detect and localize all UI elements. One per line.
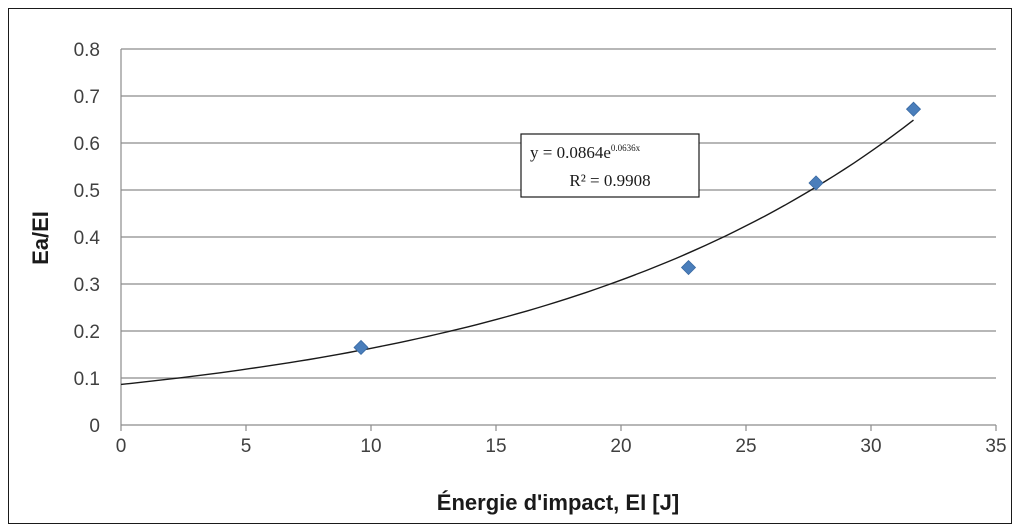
y-tick-label: 0.1 <box>74 369 100 390</box>
trendline-equation-box: y = 0.0864e0.0636x R² = 0.9908 <box>520 133 700 198</box>
y-tick-label: 0.3 <box>74 275 100 296</box>
y-tick-labels: 0 0.1 0.2 0.3 0.4 0.5 0.6 0.7 0.8 <box>74 40 101 437</box>
data-points <box>353 101 922 356</box>
x-tick-label: 15 <box>485 436 506 457</box>
x-tick-label: 5 <box>241 436 252 457</box>
x-tick-label: 30 <box>860 436 881 457</box>
y-tick-label: 0.6 <box>74 134 100 155</box>
trendline-r2: R² = 0.9908 <box>569 171 650 190</box>
y-tick-label: 0.2 <box>74 322 100 343</box>
y-tick-label: 0.5 <box>74 181 100 202</box>
data-point <box>353 339 369 356</box>
x-tick-labels: 0 5 10 15 20 25 30 35 <box>116 436 1007 457</box>
data-point <box>680 259 697 276</box>
trendline-equation: y = 0.0864e0.0636x <box>530 143 641 162</box>
y-tick-label: 0.7 <box>74 87 100 108</box>
data-point <box>808 175 824 191</box>
gridlines <box>121 48 996 379</box>
x-axis-title: Énergie d'impact, EI [J] <box>437 490 679 515</box>
y-tick-label: 0.4 <box>74 228 101 249</box>
y-tick-label: 0 <box>89 416 100 437</box>
trendline <box>120 119 914 386</box>
x-tick-label: 0 <box>116 436 127 457</box>
chart-frame <box>8 8 1012 524</box>
x-tick-label: 20 <box>610 436 631 457</box>
x-tick-label: 10 <box>360 436 381 457</box>
y-axis-title: Ea/EI <box>28 211 53 265</box>
data-point <box>905 101 922 117</box>
trendline-curve <box>120 119 914 386</box>
y-tick-label: 0.8 <box>74 40 100 61</box>
x-tick-label: 35 <box>985 436 1006 457</box>
x-tick-label: 25 <box>735 436 756 457</box>
axes <box>120 49 997 431</box>
